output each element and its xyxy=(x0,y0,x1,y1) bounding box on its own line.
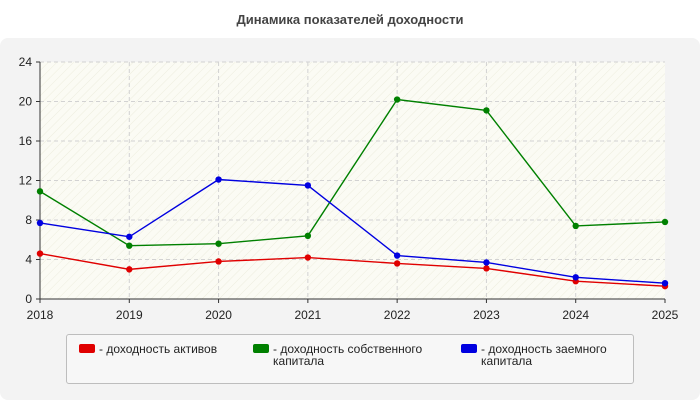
legend-swatch-equity xyxy=(253,344,269,353)
data-point-2 xyxy=(215,176,222,183)
y-tick-label: 12 xyxy=(19,174,33,188)
data-point-0 xyxy=(36,250,44,257)
series-line-0 xyxy=(39,252,666,287)
y-tick-label: 16 xyxy=(19,134,33,148)
data-point-0 xyxy=(483,265,490,272)
series-line-1 xyxy=(39,98,666,247)
data-point-0 xyxy=(215,258,222,265)
data-point-2 xyxy=(661,280,669,287)
x-tick-label: 2019 xyxy=(116,308,143,322)
axes xyxy=(36,61,666,303)
data-point-1 xyxy=(304,232,312,239)
x-tick-label: 2025 xyxy=(652,308,679,322)
data-point-0 xyxy=(393,260,401,267)
legend-swatch-debt xyxy=(461,344,477,353)
data-point-1 xyxy=(393,96,401,103)
data-point-1 xyxy=(572,222,579,230)
x-tick-label: 2018 xyxy=(27,308,54,322)
x-tick-label: 2020 xyxy=(205,308,232,322)
data-point-2 xyxy=(36,219,44,227)
y-tick-label: 24 xyxy=(19,55,33,69)
legend-label-assets: - доходность активов xyxy=(99,342,218,356)
y-tick-label: 4 xyxy=(25,253,32,267)
data-point-0 xyxy=(304,254,312,261)
data-point-2 xyxy=(393,252,401,259)
y-tick-label: 20 xyxy=(19,95,33,109)
x-tick-label: 2023 xyxy=(473,308,500,322)
series-line-2 xyxy=(39,178,666,284)
data-point-0 xyxy=(126,266,133,273)
data-point-1 xyxy=(126,242,133,249)
y-tick-label: 8 xyxy=(25,213,32,227)
data-point-2 xyxy=(572,274,579,281)
legend: - доходность активов - доходность собств… xyxy=(66,334,634,384)
data-point-2 xyxy=(483,259,490,266)
chart-title: Динамика показателей доходности xyxy=(236,12,464,27)
data-point-1 xyxy=(215,240,222,247)
data-point-2 xyxy=(126,233,133,240)
x-tick-label: 2024 xyxy=(562,308,589,322)
data-point-2 xyxy=(304,182,312,189)
x-tick-label: 2022 xyxy=(384,308,411,322)
data-point-1 xyxy=(36,188,44,195)
data-point-1 xyxy=(483,107,490,114)
x-tick-label: 2021 xyxy=(295,308,322,322)
legend-label-debt: - доходность заемного капитала xyxy=(481,342,607,368)
y-tick-label: 0 xyxy=(25,292,32,306)
legend-swatch-assets xyxy=(79,344,95,353)
legend-label-equity: - доходность собственного капитала xyxy=(273,342,423,368)
series-layer xyxy=(36,96,669,290)
data-point-1 xyxy=(661,218,669,226)
